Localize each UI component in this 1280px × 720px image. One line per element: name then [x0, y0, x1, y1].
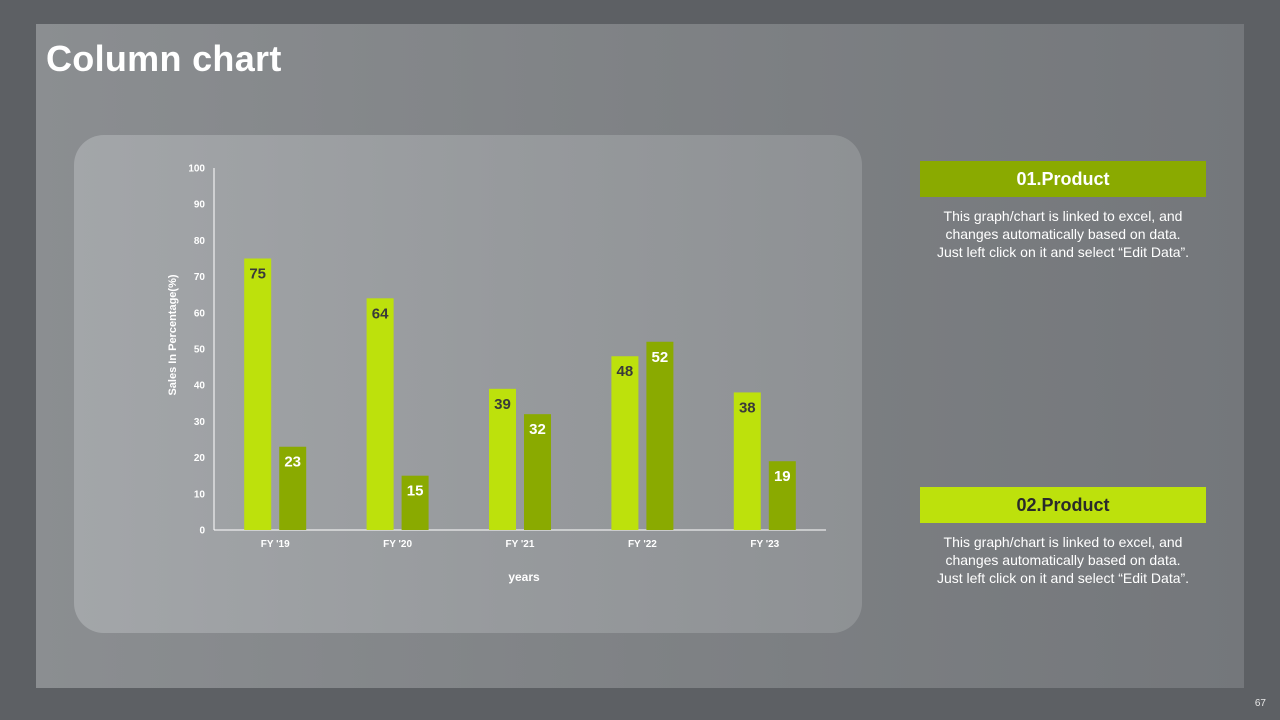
y-tick-label: 10: [194, 489, 206, 500]
bar-series-1: [244, 258, 272, 530]
y-tick-label: 90: [194, 200, 206, 211]
chart-card: 0 10 20 30 40 50 60 70 80 90 100 Sales In Percentag…: [74, 135, 862, 633]
data-label-series-2: 19: [774, 468, 791, 485]
y-tick-label: 40: [194, 381, 206, 392]
product-2-description: This graph/chart is linked to excel, and…: [936, 534, 1190, 586]
x-tick-label: FY '19: [261, 539, 290, 550]
data-label-series-1: 64: [372, 305, 389, 322]
product-2-header: 02.Product: [920, 487, 1206, 523]
x-tick-label: FY '23: [750, 539, 779, 550]
bar-series-1: [489, 388, 516, 530]
bar-series-1: [611, 356, 639, 530]
bar-series-2: [524, 414, 551, 530]
y-tick-label: 100: [188, 164, 205, 175]
data-label-series-2: 52: [652, 349, 669, 366]
data-label-series-2: 23: [284, 454, 301, 471]
data-label-series-1: 39: [494, 396, 511, 413]
product-1-header: 01.Product: [920, 161, 1206, 197]
x-tick-label: FY '20: [383, 539, 412, 550]
page-number: 67: [1254, 698, 1266, 709]
data-label-series-2: 32: [529, 421, 546, 438]
column-chart: 0 10 20 30 40 50 60 70 80 90 100 Sales In Percentag…: [167, 164, 826, 584]
page-title: Column chart: [46, 38, 282, 79]
y-tick-label: 30: [194, 417, 206, 428]
x-axis-title: years: [508, 570, 540, 584]
y-tick-label: 80: [194, 236, 206, 247]
data-label-series-1: 48: [617, 363, 634, 380]
data-label-series-1: 75: [249, 266, 266, 283]
bar-series-2: [646, 341, 674, 530]
bar-series-2: [401, 475, 429, 530]
product-1-description: This graph/chart is linked to excel, and…: [936, 208, 1190, 260]
slide: Column chart 0 10 20 30 40 50 60 70 80 90 100 Sales…: [36, 24, 1244, 688]
y-axis-title: Sales In Percentage(%): [167, 274, 179, 395]
data-label-series-2: 15: [407, 483, 424, 500]
data-label-series-1: 38: [739, 399, 756, 416]
bar-series-1: [733, 392, 761, 530]
y-tick-label: 50: [194, 345, 206, 356]
y-tick-label: 60: [194, 308, 206, 319]
y-tick-label: 70: [194, 272, 206, 283]
bar-series-2: [279, 446, 307, 530]
x-tick-label: FY '22: [628, 539, 657, 550]
y-tick-label: 20: [194, 453, 206, 464]
bar-series-2: [768, 461, 796, 530]
bar-series-1: [366, 298, 394, 530]
y-tick-label: 0: [199, 526, 205, 537]
x-tick-label: FY '21: [506, 539, 535, 550]
